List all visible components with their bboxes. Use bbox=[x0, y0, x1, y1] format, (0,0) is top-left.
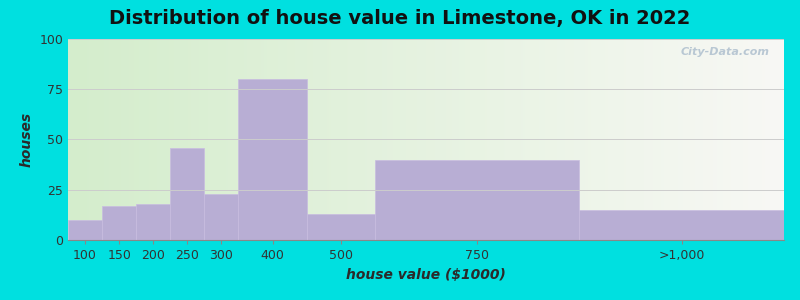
Text: City-Data.com: City-Data.com bbox=[681, 47, 770, 57]
Bar bbox=[204, 194, 238, 240]
Bar bbox=[306, 214, 375, 240]
Y-axis label: houses: houses bbox=[20, 112, 34, 167]
Bar bbox=[238, 79, 306, 240]
Bar bbox=[102, 206, 136, 240]
Bar bbox=[68, 220, 102, 240]
Bar bbox=[375, 160, 579, 240]
Bar bbox=[136, 204, 170, 240]
Text: Distribution of house value in Limestone, OK in 2022: Distribution of house value in Limestone… bbox=[110, 9, 690, 28]
Bar bbox=[579, 210, 784, 240]
X-axis label: house value ($1000): house value ($1000) bbox=[346, 268, 506, 282]
Bar bbox=[170, 148, 204, 240]
